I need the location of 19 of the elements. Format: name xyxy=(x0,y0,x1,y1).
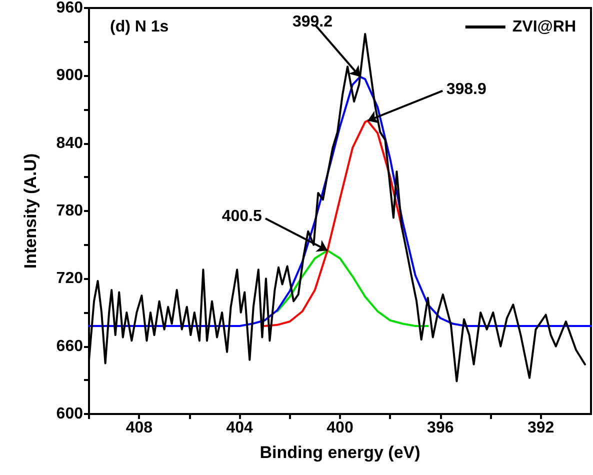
x-tick-label: 396 xyxy=(427,420,454,436)
y-tick-label: 900 xyxy=(56,67,84,84)
y-tick-label: 660 xyxy=(56,338,84,355)
text: (d) N 1s xyxy=(110,18,169,36)
y-tick-label: 720 xyxy=(56,270,84,288)
x-tick-label: 408 xyxy=(126,420,153,436)
y-tick-label: 780 xyxy=(56,202,84,220)
annotation: 399.2 xyxy=(292,13,333,30)
x-tick-label: 404 xyxy=(226,420,254,436)
legend-label: ZVI@RH xyxy=(512,18,576,36)
x-tick-label: 400 xyxy=(326,420,354,436)
x-axis-title: Binding energy (eV) xyxy=(260,443,420,462)
annotation: 400.5 xyxy=(222,208,262,226)
annotation: 398.9 xyxy=(446,80,486,98)
y-tick-label: 960 xyxy=(56,0,84,16)
y-tick-label: 600 xyxy=(56,406,84,422)
y-axis-title: Intensity (A.U) xyxy=(21,153,40,269)
y-tick-label: 840 xyxy=(56,134,84,152)
x-tick-label: 392 xyxy=(527,420,554,436)
